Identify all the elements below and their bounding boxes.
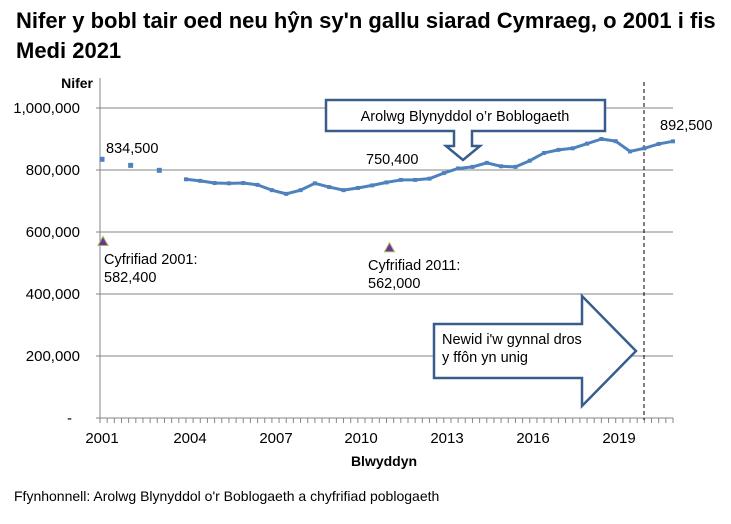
x-tick-label: 2016 xyxy=(516,430,549,447)
x-tick-label: 2001 xyxy=(85,430,118,447)
data-point xyxy=(585,141,590,146)
data-point xyxy=(499,164,504,169)
data-point xyxy=(241,181,246,186)
aps-callout-shape xyxy=(324,98,607,162)
source-note: Ffynhonnell: Arolwg Blynyddol o'r Boblog… xyxy=(14,488,440,504)
data-point xyxy=(156,167,162,173)
y-tick-label: 600,000 xyxy=(26,224,80,241)
data-point xyxy=(327,185,332,190)
label-first-value: 834,500 xyxy=(106,141,158,157)
data-point xyxy=(527,158,532,163)
x-tick-label: 2007 xyxy=(259,430,292,447)
census-2011-value: 562,000 xyxy=(368,276,420,292)
data-point xyxy=(99,156,105,162)
data-point xyxy=(255,182,260,187)
phone-change-text-line1: Newid i'w gynnal dros xyxy=(442,332,582,348)
data-point xyxy=(398,177,403,182)
data-point xyxy=(212,181,217,186)
data-point xyxy=(542,150,547,155)
phone-change-text-line2: y ffôn yn unig xyxy=(442,350,528,366)
data-point xyxy=(427,176,432,181)
data-point xyxy=(484,160,489,165)
data-point xyxy=(456,166,461,171)
data-point xyxy=(384,180,389,185)
x-axis-ticks xyxy=(99,418,674,423)
data-point xyxy=(556,147,561,152)
y-tick-label: - xyxy=(67,410,72,427)
census-triangle-icon xyxy=(383,241,396,253)
y-tick-label: 400,000 xyxy=(26,286,80,303)
aps-callout-text: Arolwg Blynyddol o’r Boblogaeth xyxy=(361,109,570,125)
data-point xyxy=(312,181,317,186)
data-point xyxy=(355,185,360,190)
data-point xyxy=(128,162,134,168)
data-point xyxy=(413,177,418,182)
data-point xyxy=(470,164,475,169)
data-point xyxy=(441,171,446,176)
census-2001-label: Cyfrifiad 2001: xyxy=(104,252,198,268)
y-tick-label: 800,000 xyxy=(26,162,80,179)
annual-data-points xyxy=(99,156,162,173)
data-point xyxy=(183,177,188,182)
census-markers xyxy=(97,235,396,253)
data-point xyxy=(628,149,633,154)
census-triangle-icon xyxy=(97,235,109,246)
quarterly-data-markers xyxy=(183,137,675,196)
census-2001-value: 582,400 xyxy=(104,270,156,286)
census-2011-label: Cyfrifiad 2011: xyxy=(368,258,460,274)
data-point xyxy=(298,188,303,193)
y-tick-label: 200,000 xyxy=(26,348,80,365)
y-axis-title: Nifer xyxy=(61,75,93,91)
y-tick-label: 1,000,000 xyxy=(13,100,80,117)
data-point xyxy=(599,137,604,141)
label-last-value: 892,500 xyxy=(660,118,712,134)
data-point xyxy=(226,181,231,186)
data-point xyxy=(570,146,575,151)
chart-title: Nifer y bobl tair oed neu hŷn sy'n gallu… xyxy=(16,8,716,63)
data-point xyxy=(671,139,675,144)
x-tick-label: 2013 xyxy=(430,430,463,447)
data-point xyxy=(613,139,618,144)
data-point xyxy=(269,188,274,193)
x-tick-label: 2004 xyxy=(173,430,206,447)
x-tick-label: 2010 xyxy=(344,430,377,447)
data-point xyxy=(198,178,203,183)
x-tick-label: 2019 xyxy=(602,430,635,447)
data-point xyxy=(656,141,661,146)
data-point xyxy=(642,146,647,151)
data-point xyxy=(513,164,518,169)
data-point xyxy=(370,183,375,188)
data-point xyxy=(341,188,346,193)
phone-change-arrow-shape xyxy=(432,292,638,410)
x-axis-title: Blwyddyn xyxy=(351,453,417,469)
data-point xyxy=(284,191,289,196)
label-mid-value: 750,400 xyxy=(366,152,418,168)
